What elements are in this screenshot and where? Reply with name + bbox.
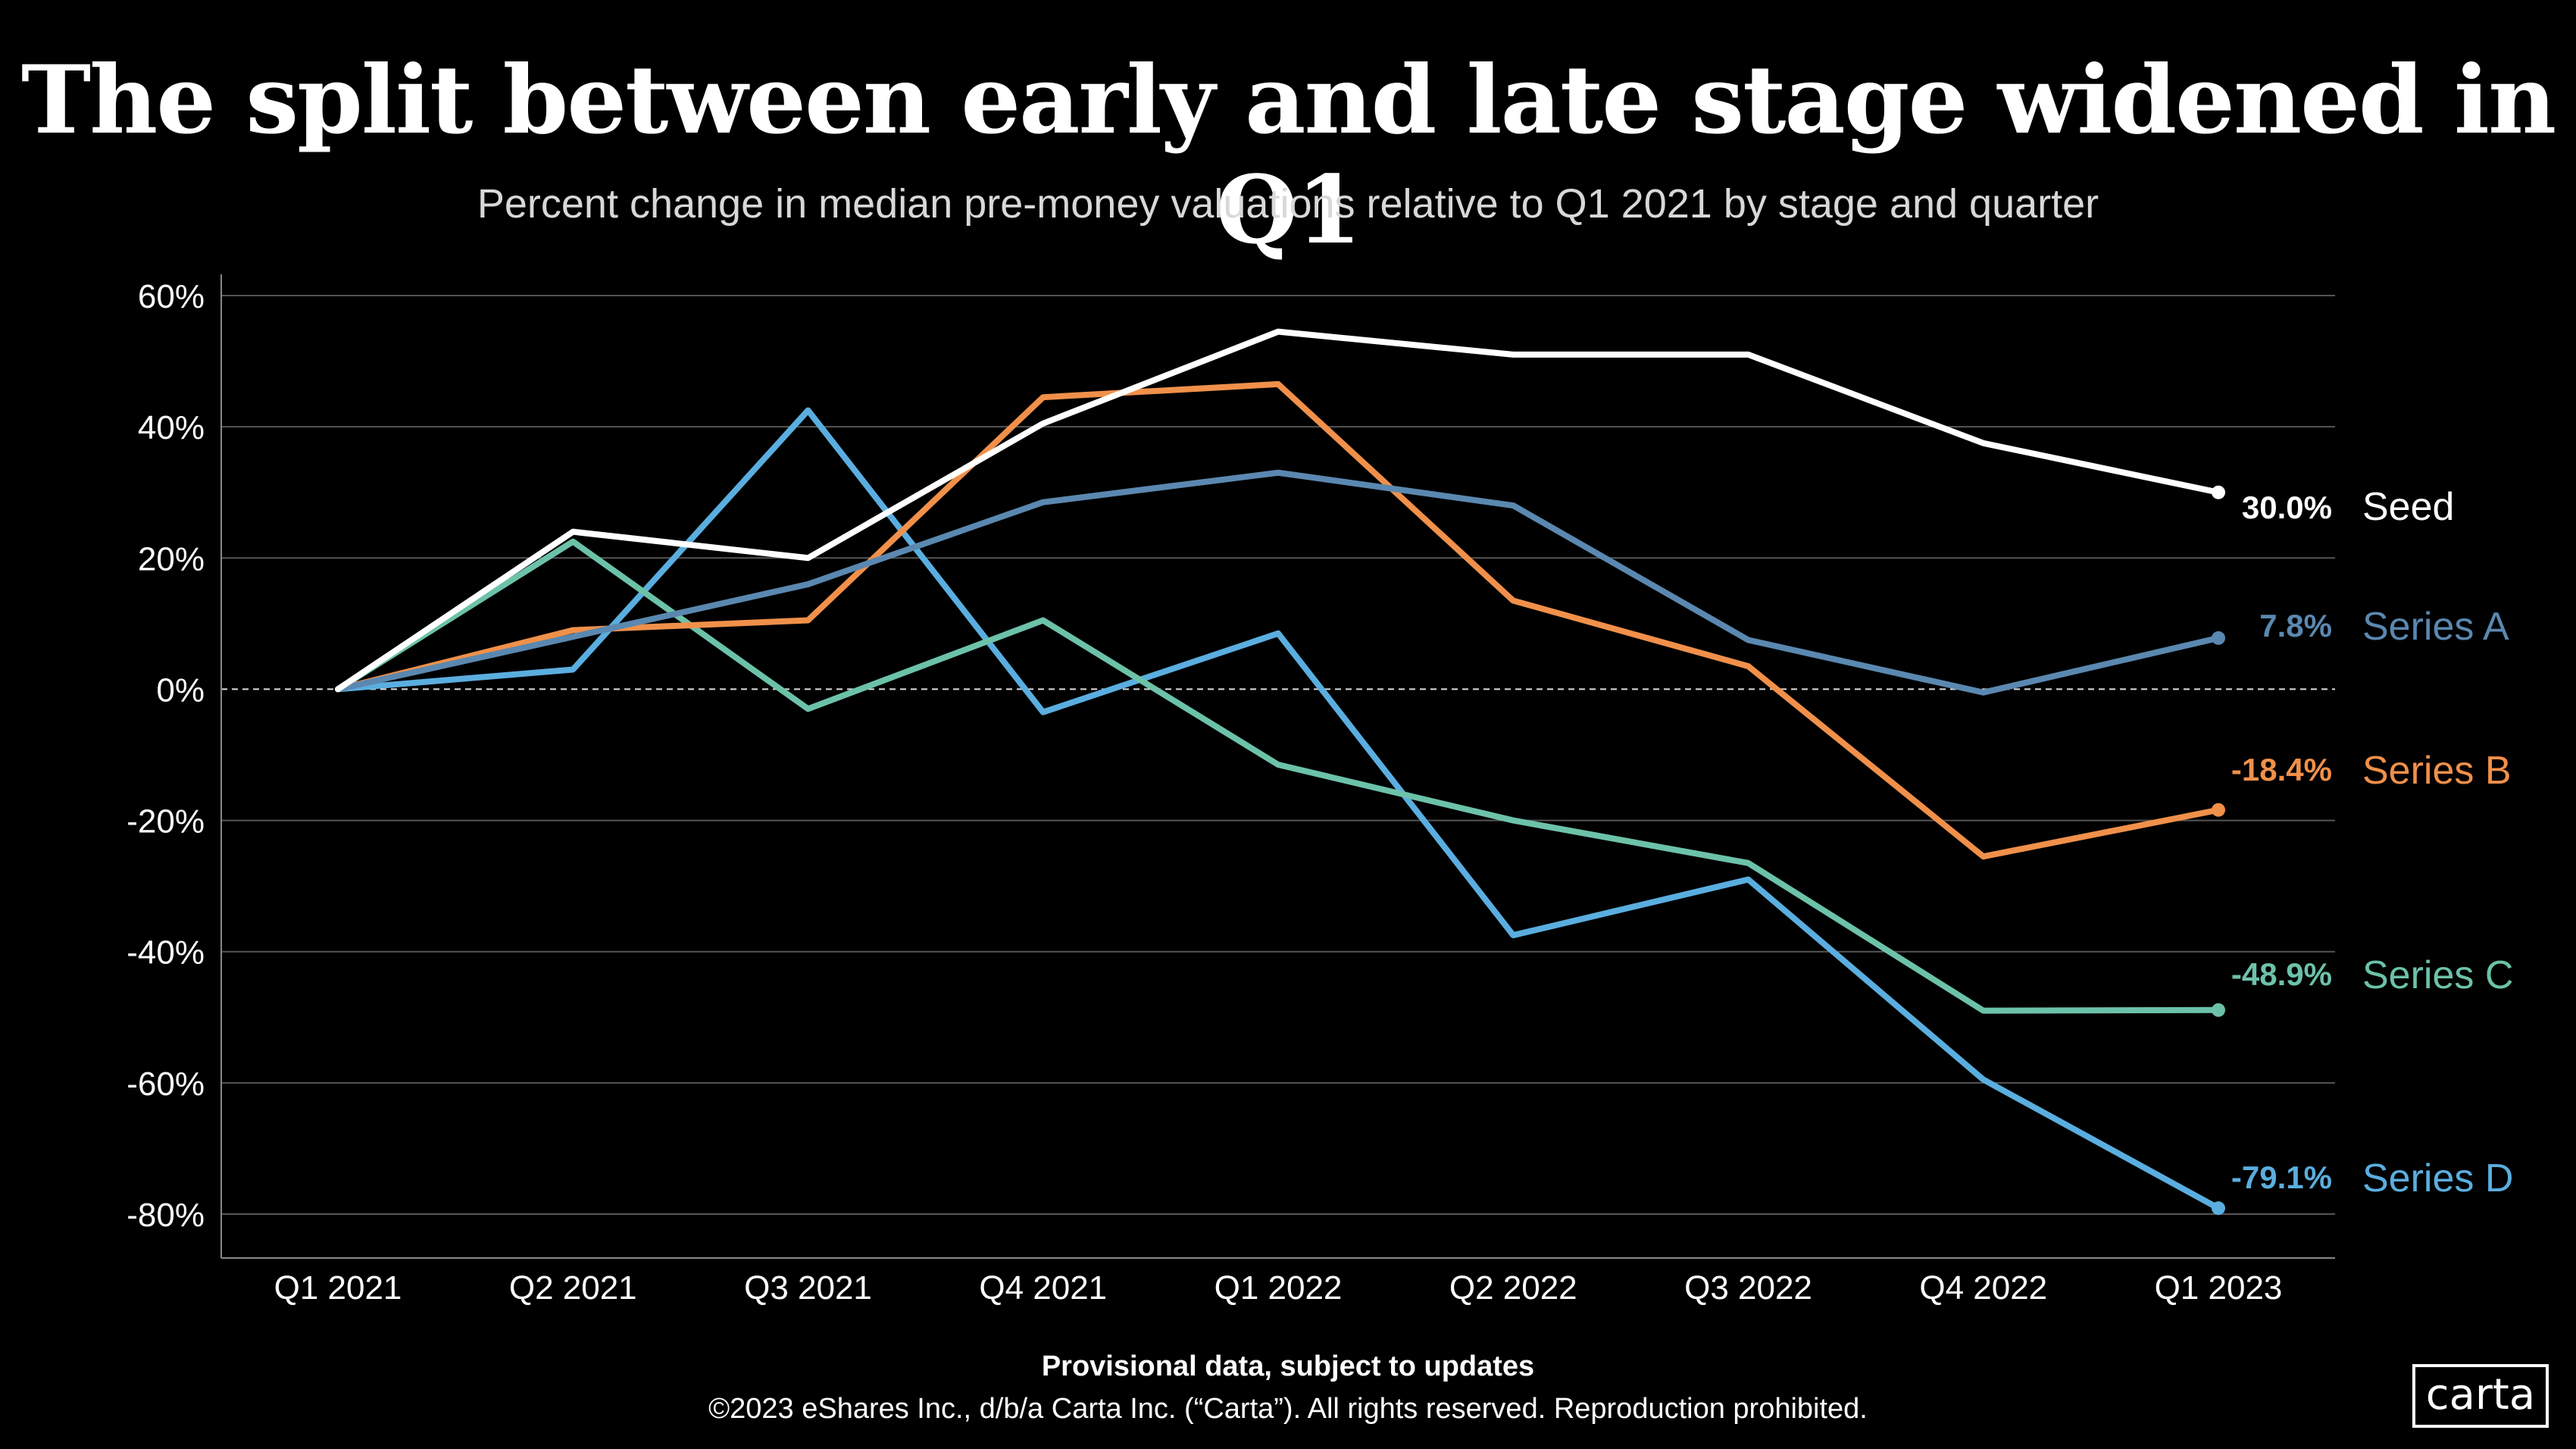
x-tick-label: Q4 2021 [979, 1269, 1107, 1307]
series-line-series-c [335, 538, 2221, 1014]
x-tick-label: Q1 2021 [274, 1269, 402, 1307]
series-name-label: Series A [2362, 605, 2509, 649]
x-tick-label: Q3 2021 [744, 1269, 872, 1307]
series-line-series-b [335, 380, 2221, 860]
y-tick-label: -20% [127, 803, 205, 840]
series-value-label: -79.1% [2231, 1160, 2332, 1195]
footnote: Provisional data, subject to updates [1041, 1350, 1535, 1382]
series-value-label: -18.4% [2231, 752, 2332, 787]
series-line-series-d [335, 407, 2221, 1212]
y-tick-label: 60% [138, 278, 205, 315]
series-value-label: 30.0% [2242, 490, 2332, 525]
y-tick-label: -40% [127, 934, 205, 972]
x-axis-ticks: Q1 2021 Q2 2021 Q3 2021 Q4 2021 Q1 2022 Q2 20… [274, 1269, 2283, 1307]
series-lines [335, 328, 2225, 1216]
y-tick-label: -60% [127, 1066, 205, 1103]
series-name-label: Series B [2362, 749, 2512, 793]
series-end-point [2212, 803, 2225, 817]
x-tick-label: Q4 2022 [1919, 1269, 2047, 1307]
grid-lines [221, 295, 2335, 1215]
y-axis-ticks: 60% 40% 20% 0% -20% -40% -60% -80% [127, 278, 205, 1234]
y-tick-label: 0% [156, 671, 205, 709]
y-tick-label: -80% [127, 1197, 205, 1234]
chart-title: The split between early and late stage w… [20, 45, 2556, 265]
axes [220, 274, 2335, 1259]
series-end-labels: 30.0% Seed 7.8% Series A -18.4% Series B -48.9… [2231, 485, 2513, 1200]
series-value-label: 7.8% [2259, 608, 2332, 643]
series-end-point [2212, 485, 2225, 499]
x-tick-label: Q3 2022 [1684, 1269, 1812, 1307]
series-end-point [2212, 631, 2225, 645]
x-tick-label: Q2 2022 [1449, 1269, 1577, 1307]
series-line-series-a [335, 469, 2221, 696]
copyright: ©2023 eShares Inc., d/b/a Carta Inc. (“C… [708, 1393, 1868, 1425]
x-tick-label: Q2 2021 [509, 1269, 637, 1307]
series-end-point [2212, 1201, 2225, 1216]
y-tick-label: 20% [138, 540, 205, 577]
carta-logo: carta [2412, 1364, 2549, 1428]
y-tick-label: 40% [138, 409, 205, 446]
x-tick-label: Q1 2023 [2155, 1269, 2283, 1307]
series-line-seed [335, 328, 2221, 693]
series-name-label: Seed [2362, 485, 2454, 529]
series-name-label: Series C [2362, 953, 2513, 997]
series-value-label: -48.9% [2231, 956, 2332, 992]
chart-subtitle: Percent change in median pre-money valua… [477, 181, 2099, 227]
x-tick-label: Q1 2022 [1215, 1269, 1343, 1307]
series-end-point [2212, 1003, 2225, 1017]
series-name-label: Series D [2362, 1156, 2513, 1200]
